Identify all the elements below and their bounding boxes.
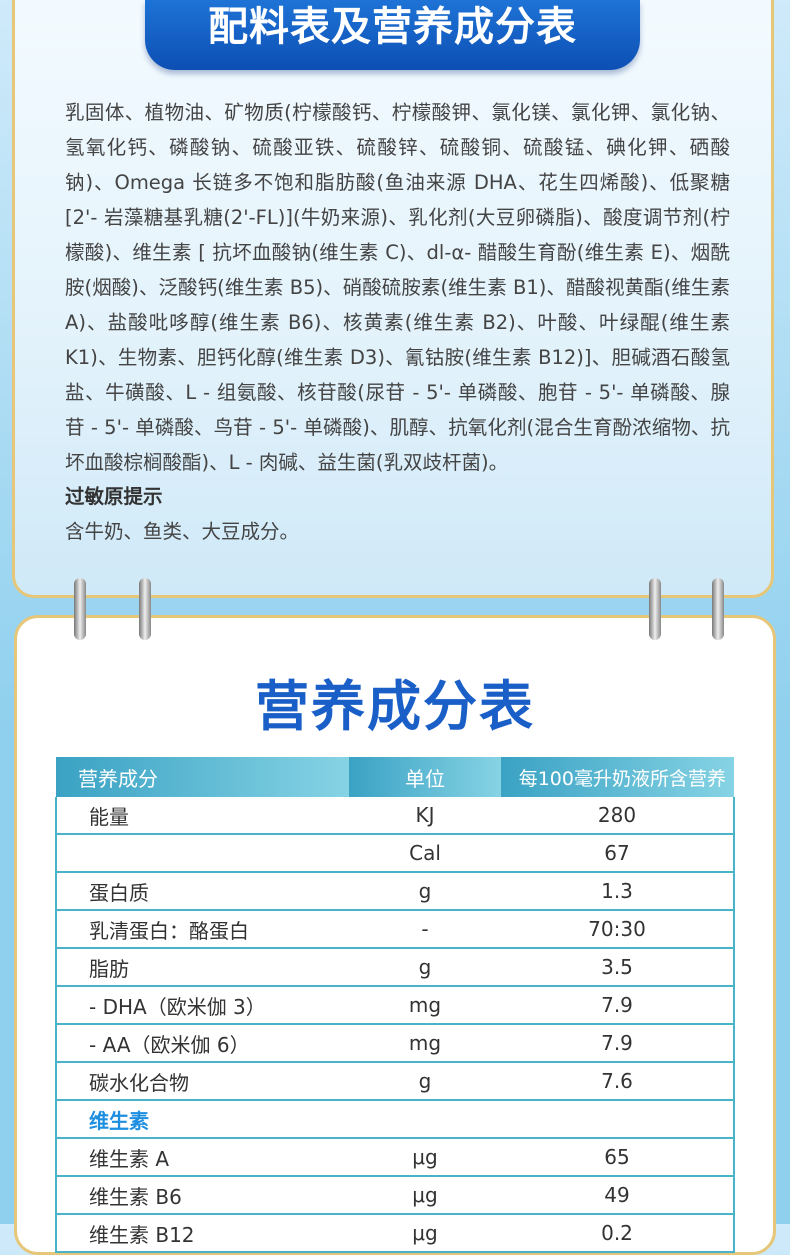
cell-name: 脂肪 [55,948,349,987]
cell-unit: mg [349,986,501,1025]
table-row: 碳水化合物 g 7.6 [55,1062,735,1101]
ingredients-card [12,0,774,598]
cell-name: - DHA（欧米伽 3） [55,986,349,1025]
cell-value: 280 [501,797,735,835]
table-row: 脂肪 g 3.5 [55,948,735,987]
cell-unit: - [349,910,501,949]
cell-unit: g [349,872,501,911]
cell-name: 乳清蛋白：酪蛋白 [55,910,349,949]
page-title: 配料表及营养成分表 [208,4,577,50]
cell-value: 49 [501,1176,735,1215]
table-row: Cal 67 [55,834,735,873]
table-row: 维生素 [55,1100,735,1139]
ingredients-text: 乳固体、植物油、矿物质(柠檬酸钙、柠檬酸钾、氯化镁、氯化钾、氯化钠、氢氧化钙、磷… [65,101,730,474]
nutrition-title: 营养成分表 [255,675,535,738]
allergen-title: 过敏原提示 [65,485,163,508]
cell-value: 67 [501,834,735,873]
table-row: 蛋白质 g 1.3 [55,872,735,911]
cell-name: - AA（欧米伽 6） [55,1024,349,1063]
column-header: 营养成分 [56,757,349,797]
cell-value: 7.9 [501,986,735,1025]
cell-value: 1.3 [501,872,735,911]
column-header: 每100毫升奶液所含营养 [501,757,734,797]
cell-unit: μg [349,1176,501,1215]
banner: 配料表及营养成分表 [145,0,640,70]
cell-unit: μg [349,1138,501,1177]
header-row: 营养成分 单位 每100毫升奶液所含营养 [56,757,734,797]
section-label: 维生素 [55,1100,735,1139]
cell-name: 能量 [55,797,349,835]
cell-value: 70:30 [501,910,735,949]
cell-name: 维生素 A [55,1138,349,1177]
nutrition-table: 营养成分 单位 每100毫升奶液所含营养 能量 KJ 280 Cal 67 蛋白质 g 1.3 乳清蛋… [55,757,735,1253]
table-row: 维生素 B12 μg 0.2 [55,1214,735,1253]
cell-unit: Cal [349,834,501,873]
table-row: 维生素 B6 μg 49 [55,1176,735,1215]
cell-name: 蛋白质 [55,872,349,911]
cell-name: 维生素 B6 [55,1176,349,1215]
table-row: 能量 KJ 280 [55,797,735,835]
table-row: - AA（欧米伽 6） mg 7.9 [55,1024,735,1063]
cell-name: 碳水化合物 [55,1062,349,1101]
column-header: 单位 [349,757,501,797]
cell-value: 7.6 [501,1062,735,1101]
cell-value: 3.5 [501,948,735,987]
cell-name: 维生素 B12 [55,1214,349,1253]
cell-name [55,834,349,873]
cell-unit: KJ [349,797,501,835]
ring [74,578,86,640]
ring [649,578,661,640]
cell-value: 0.2 [501,1214,735,1253]
table-row: 乳清蛋白：酪蛋白 -70:30 [55,910,735,949]
ring [139,578,151,640]
ring [712,578,724,640]
cell-unit: μg [349,1214,501,1253]
cell-unit: g [349,948,501,987]
allergen-text: 含牛奶、鱼类、大豆成分。 [65,520,300,543]
cell-unit: mg [349,1024,501,1063]
table-row: - DHA（欧米伽 3） mg 7.9 [55,986,735,1025]
cell-unit: g [349,1062,501,1101]
cell-value: 7.9 [501,1024,735,1063]
cell-value: 65 [501,1138,735,1177]
